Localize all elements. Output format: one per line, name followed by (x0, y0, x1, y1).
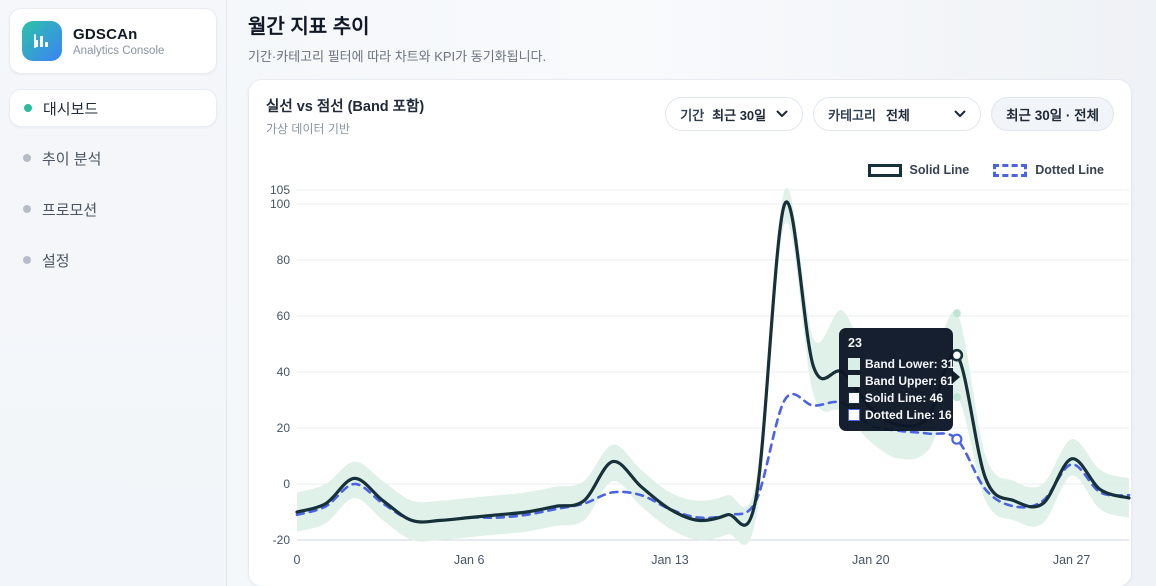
y-tick-label: 100 (270, 197, 290, 211)
filter-summary-badge: 최근 30일 · 전체 (991, 97, 1114, 131)
tooltip-row: Solid Line: 46 (848, 391, 944, 405)
tooltip-row-text: Band Lower: 31 (865, 357, 955, 371)
active-dot-icon (24, 104, 32, 112)
dotted-line-legend-swatch-icon (993, 163, 1028, 177)
chart-card-header: 실선 vs 점선 (Band 포함) 가상 데이터 기반 기간 최근 30일 카… (249, 80, 1131, 147)
bar-chart-icon (34, 34, 48, 48)
tooltip-swatch-icon (848, 375, 860, 387)
chart-card: 실선 vs 점선 (Band 포함) 가상 데이터 기반 기간 최근 30일 카… (248, 79, 1132, 586)
solid-line-path (295, 200, 1131, 527)
band-upper-hover-point (952, 309, 961, 318)
x-tick-label: Jan 27 (1053, 553, 1091, 567)
sidebar-item-settings[interactable]: 설정 (9, 240, 217, 280)
chevron-down-icon (776, 110, 788, 117)
category-select-value: 전체 (885, 107, 910, 123)
tooltip-swatch-icon (848, 409, 860, 421)
x-tick-label: Jan 13 (651, 553, 689, 567)
category-select-label: 카테고리 (828, 107, 876, 123)
sidebar-item-dashboard[interactable]: 대시보드 (9, 89, 217, 127)
y-tick-label: -20 (273, 533, 291, 547)
solid-line-legend-swatch-icon (867, 163, 902, 177)
sidebar-item-trend-analysis[interactable]: 추이 분석 (9, 138, 217, 178)
tooltip-row-text: Band Upper: 61 (865, 374, 954, 388)
x-tick-label: Jan 20 (852, 553, 890, 567)
filter-bar: 기간 최근 30일 카테고리 전체 최근 30일 · 전체 (665, 97, 1114, 131)
sidebar-item-label: 대시보드 (43, 100, 99, 118)
chart-tooltip: 23 Band Lower: 31 Band Upper: 61 Solid Lin… (839, 328, 960, 431)
chart-subtitle: 가상 데이터 기반 (266, 122, 350, 136)
chevron-down-icon (954, 110, 966, 117)
sidebar-nav: 대시보드 추이 분석 프로모션 설정 (9, 89, 217, 280)
period-select[interactable]: 기간 최근 30일 (665, 97, 804, 131)
sidebar-item-promotion[interactable]: 프로모션 (9, 189, 217, 229)
sidebar-item-label: 추이 분석 (42, 150, 102, 168)
y-tick-label: 60 (277, 309, 291, 323)
sidebar-item-label: 설정 (42, 252, 70, 270)
y-tick-label: 40 (277, 365, 291, 379)
page-title: 월간 지표 추이 (248, 16, 370, 38)
app-subtitle: Analytics Console (73, 44, 165, 57)
x-tick-label: 0 (294, 553, 301, 567)
tooltip-caret-icon (952, 370, 960, 384)
sidebar: GDSCAn Analytics Console 대시보드 추이 분석 프로모션… (0, 0, 227, 586)
brand-card: GDSCAn Analytics Console (9, 8, 217, 74)
legend-label: Solid Line (909, 163, 970, 177)
tooltip-row: Band Upper: 61 (848, 374, 954, 388)
legend-item-dotted[interactable]: Dotted Line (993, 163, 1104, 177)
sidebar-item-label: 프로모션 (42, 201, 98, 219)
legend-label: Dotted Line (1035, 163, 1104, 177)
y-tick-label: 105 (270, 183, 290, 197)
y-tick-label: 0 (283, 477, 290, 491)
chart-area[interactable]: Solid Line Dotted Line 105 100 80 60 40 20 0 -2… (250, 147, 1131, 586)
main-content: 월간 지표 추이 기간·카테고리 필터에 따라 차트와 KPI가 동기화됩니다.… (228, 0, 1156, 586)
period-select-value: 최근 30일 (712, 107, 767, 123)
tooltip-title: 23 (848, 336, 862, 350)
app-name: GDSCAn (73, 25, 138, 43)
period-select-label: 기간 (680, 107, 705, 123)
tooltip-row: Band Lower: 31 (848, 357, 954, 371)
band-area (297, 187, 1129, 545)
category-select[interactable]: 카테고리 전체 (813, 97, 982, 131)
legend-item-solid[interactable]: Solid Line (867, 163, 970, 177)
y-tick-label: 20 (277, 421, 291, 435)
band-lower-hover-point (952, 393, 961, 402)
bullet-dot-icon (23, 256, 31, 264)
y-tick-label: 80 (277, 253, 291, 267)
app-logo-icon (22, 21, 62, 61)
page-subtitle: 기간·카테고리 필터에 따라 차트와 KPI가 동기화됩니다. (248, 49, 547, 64)
chart-title: 실선 vs 점선 (Band 포함) (266, 99, 425, 115)
tooltip-swatch-icon (848, 392, 860, 404)
tooltip-row-text: Dotted Line: 16 (865, 408, 952, 422)
dotted-line-hover-point (951, 433, 963, 445)
x-tick-label: Jan 6 (454, 553, 485, 567)
bullet-dot-icon (23, 205, 31, 213)
tooltip-swatch-icon (848, 358, 860, 370)
chart-legend: Solid Line Dotted Line (867, 163, 1104, 177)
bullet-dot-icon (23, 154, 31, 162)
tooltip-row: Dotted Line: 16 (848, 408, 952, 422)
tooltip-row-text: Solid Line: 46 (865, 391, 944, 405)
